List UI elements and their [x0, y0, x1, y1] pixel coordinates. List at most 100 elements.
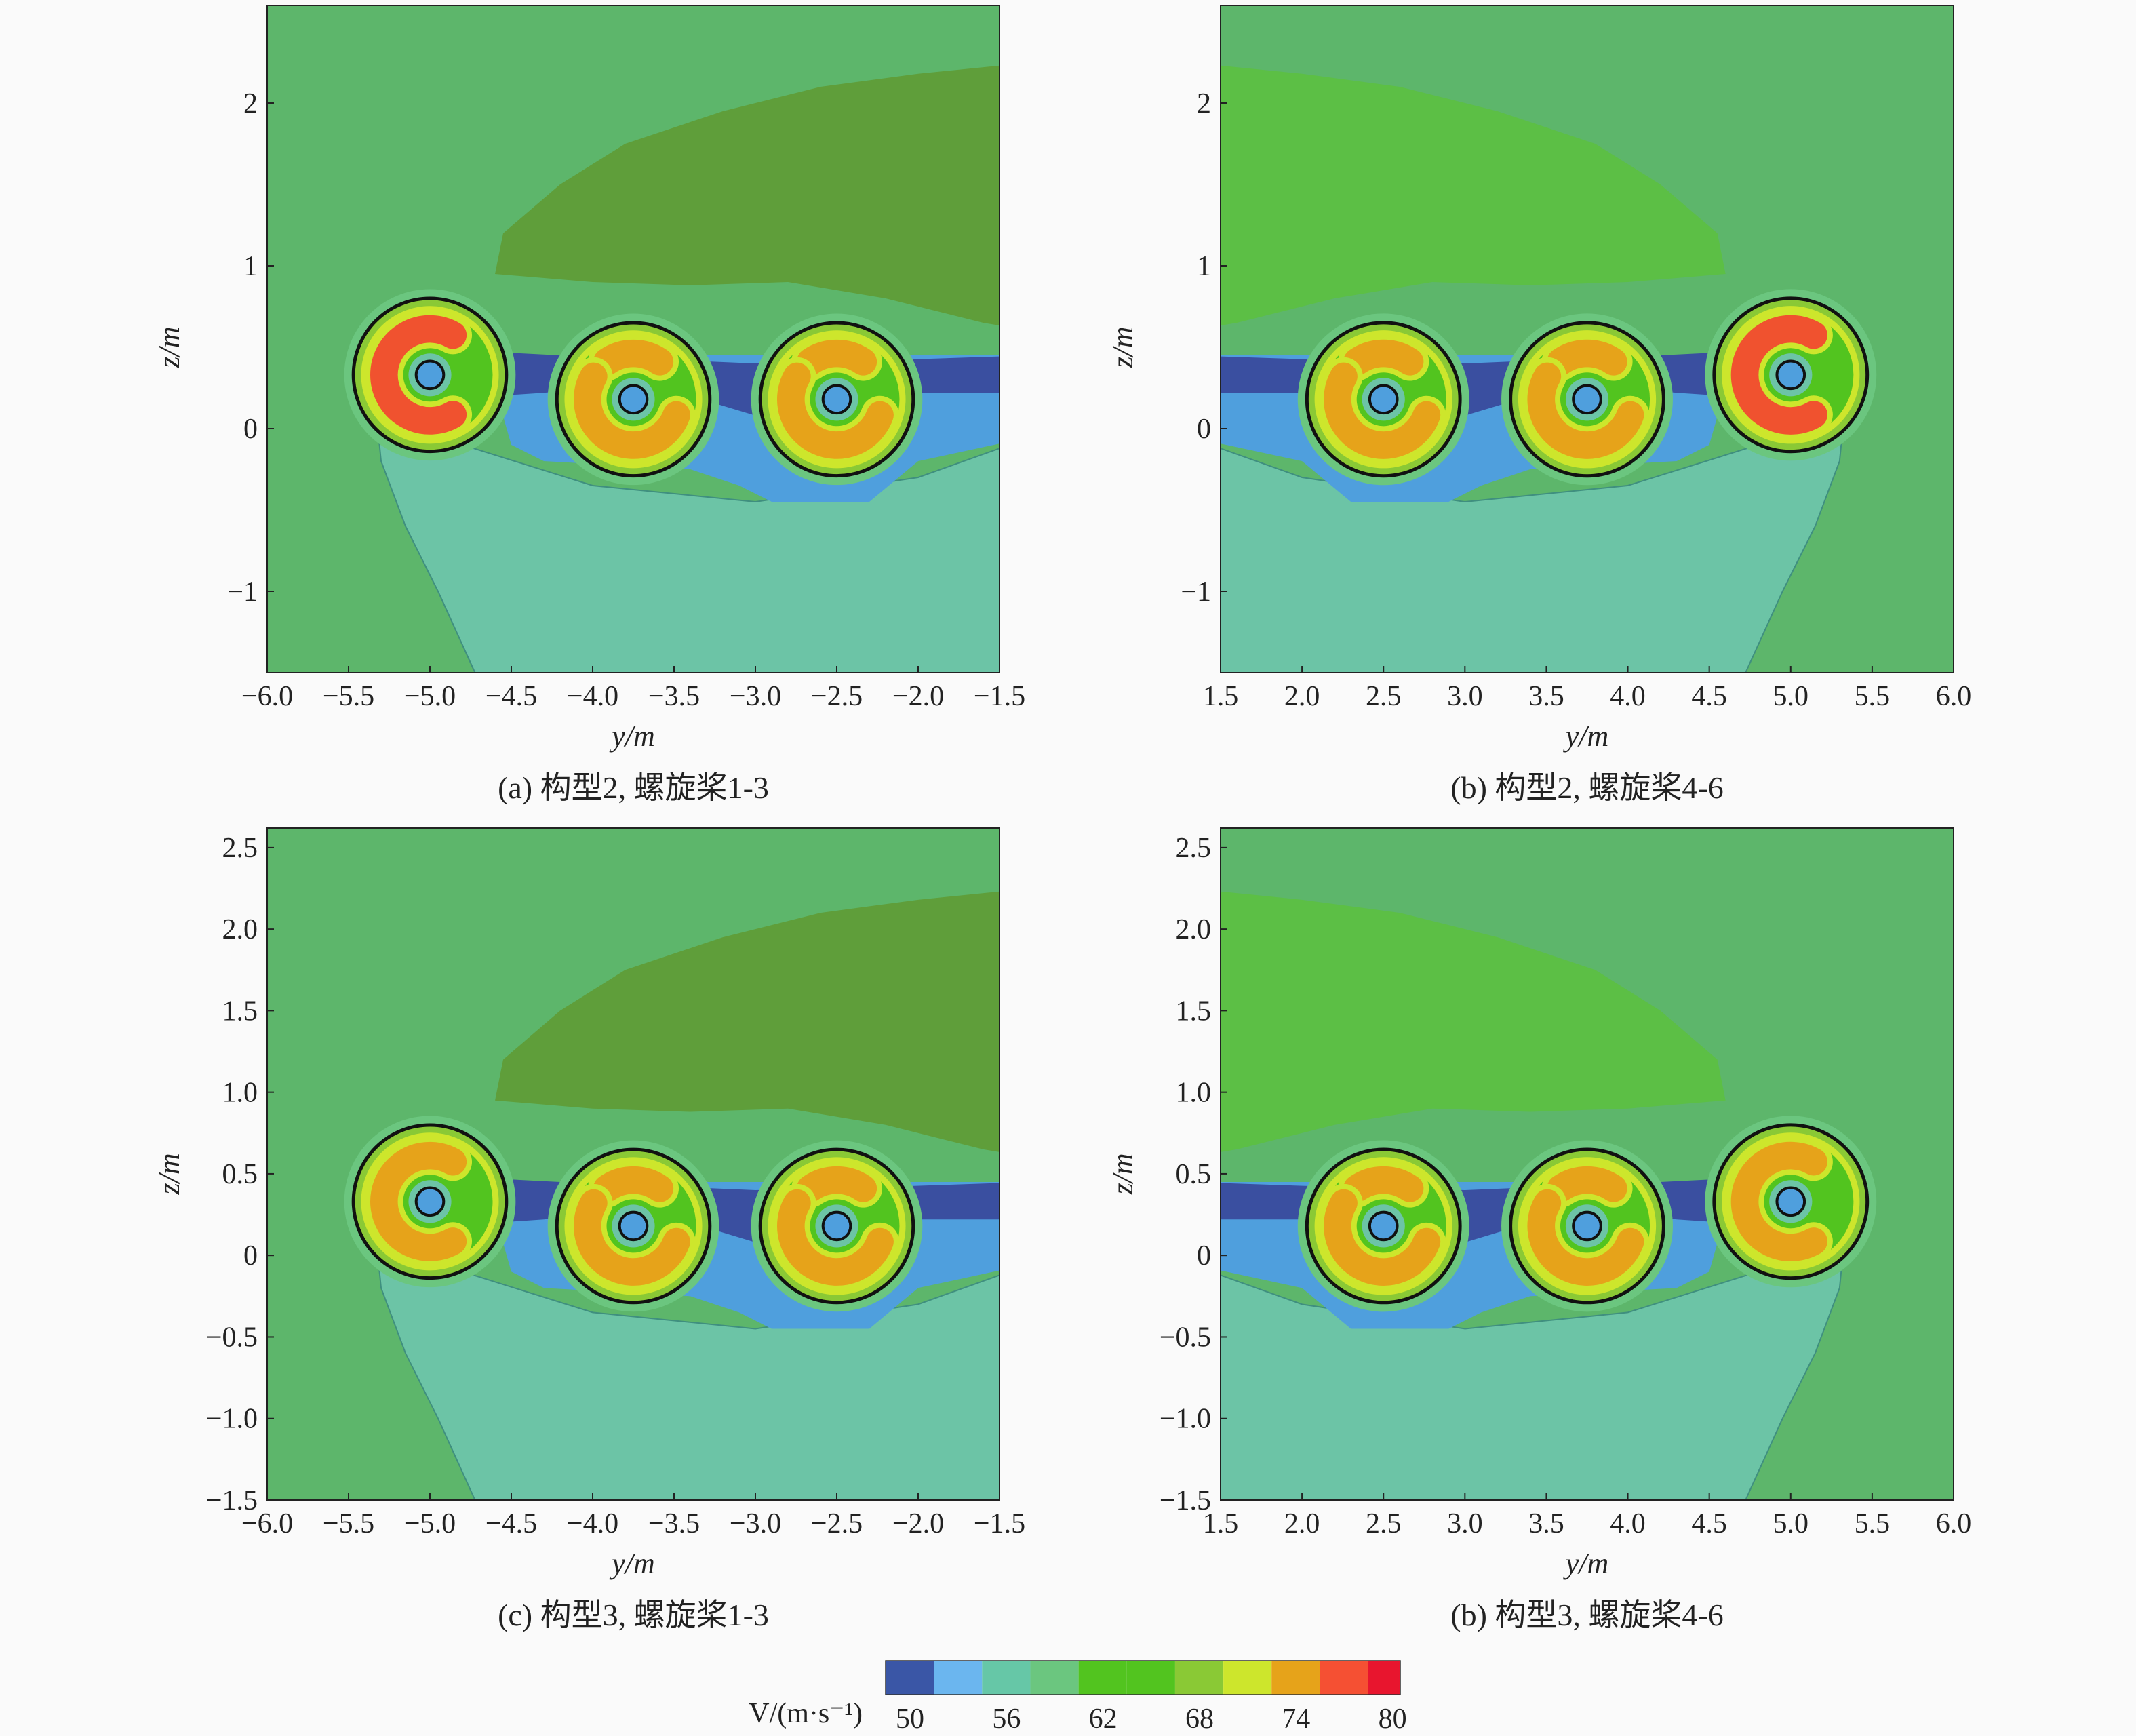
propeller-disk-2: [1501, 313, 1673, 486]
colorbar-tick-label: 62: [1089, 1703, 1118, 1735]
hub-circle: [821, 384, 852, 415]
propeller-disk-3: [1705, 1116, 1877, 1288]
y-tick-label: 0.5: [1176, 1159, 1212, 1190]
x-tick-label: 4.5: [1691, 1508, 1727, 1539]
propeller-outline: [1712, 296, 1870, 454]
plot-area: [267, 5, 1000, 673]
lower-region: [372, 1204, 1000, 1500]
peak-speed-band: [593, 1166, 674, 1202]
propeller-disk-2: [1501, 1140, 1673, 1312]
x-tick-label: 2.0: [1284, 1508, 1320, 1539]
y-tick-label: 2: [243, 88, 258, 119]
y-axis-label: z/m: [153, 1153, 186, 1195]
x-tick-label: −4.0: [567, 681, 618, 712]
hub-circle: [821, 1210, 852, 1242]
wake-region: [1221, 891, 1726, 1152]
x-tick-label: −5.0: [404, 1508, 456, 1539]
propeller-outline: [1305, 321, 1462, 478]
x-axis-label: y/m: [1563, 719, 1609, 753]
y-axis-label: z/m: [153, 326, 186, 368]
x-tick-label: −3.5: [648, 681, 700, 712]
hub-circle: [414, 359, 446, 391]
peak-speed-band: [370, 315, 467, 435]
propeller-outline: [1509, 321, 1665, 478]
propeller-disk-2: [547, 1140, 719, 1312]
colorbar-swatch: [982, 1661, 1031, 1695]
x-tick-label: 1.5: [1203, 1508, 1239, 1539]
y-tick-label: 0: [243, 1240, 258, 1271]
y-axis-label: z/m: [1106, 1153, 1139, 1195]
y-tick-label: 2.5: [1176, 833, 1212, 864]
propeller-disk-3: [751, 313, 923, 486]
y-tick-label: 0.5: [222, 1159, 258, 1190]
x-tick-label: 4.5: [1691, 681, 1727, 712]
propeller-disk-1: [1297, 1140, 1469, 1312]
wake-region: [1221, 65, 1726, 326]
propeller-disk-3: [751, 1140, 923, 1312]
hub-circle: [618, 384, 649, 415]
x-tick-label: −2.0: [892, 681, 944, 712]
x-tick-label: −3.0: [730, 681, 781, 712]
x-tick-label: 4.0: [1610, 681, 1646, 712]
propeller-outline: [1305, 1147, 1462, 1305]
lower-region: [1221, 378, 1849, 673]
x-tick-label: 3.5: [1528, 1508, 1564, 1539]
x-tick-label: −5.5: [323, 681, 374, 712]
y-tick-label: 2.0: [1176, 914, 1212, 945]
x-tick-label: 1.5: [1203, 681, 1239, 712]
colorbar-tick-label: 50: [896, 1703, 924, 1735]
panel-caption: (b) 构型2, 螺旋桨4-6: [1450, 770, 1723, 805]
colorbar-tick-label: 68: [1185, 1703, 1214, 1735]
peak-speed-band: [574, 362, 690, 459]
propeller-outline: [1509, 1147, 1665, 1305]
hub-circle: [1572, 1210, 1602, 1242]
y-axis-label: z/m: [1106, 326, 1139, 368]
y-tick-label: 2.5: [222, 833, 258, 864]
propeller-outline: [351, 1123, 509, 1280]
x-tick-label: 4.0: [1610, 1508, 1646, 1539]
peak-speed-band: [777, 362, 894, 459]
panel-caption: (c) 构型3, 螺旋桨1-3: [498, 1598, 769, 1632]
panel-b: 1.5 2.0 2.5 3.0 3.5 4.0 4.5 5.0 5.5 6.0 −1 0 1 2 y/m z/…: [1106, 5, 1971, 805]
plot-area: [1221, 5, 1954, 673]
plot-frame: [266, 5, 1000, 673]
peak-speed-band: [777, 1189, 894, 1286]
plot-frame: [266, 827, 1000, 1501]
peak-speed-band: [1324, 362, 1441, 459]
x-tick-label: 2.5: [1366, 681, 1402, 712]
y-tick-label: −1.0: [206, 1404, 258, 1435]
y-tick-label: 1: [1197, 251, 1211, 282]
panel-d: 1.5 2.0 2.5 3.0 3.5 4.0 4.5 5.0 5.5 6.0 −1.5 −1.0 −0…: [1106, 827, 1971, 1632]
peak-speed-band: [1324, 1189, 1441, 1286]
y-tick-label: 1.5: [1176, 995, 1212, 1027]
y-tick-label: 2: [1197, 88, 1211, 119]
colorbar: 50 56 62 68 74 80 V/(m·s⁻¹): [749, 1660, 1407, 1735]
x-tick-label: −5.0: [404, 681, 456, 712]
propeller-disk-3: [1705, 289, 1877, 461]
x-tick-label: 6.0: [1936, 681, 1972, 712]
x-axis-label: y/m: [1563, 1547, 1609, 1580]
colorbar-swatch: [1271, 1661, 1320, 1695]
propeller-disk-1: [344, 289, 516, 461]
propeller-disk-1: [344, 1116, 516, 1288]
colorbar-tick-label: 74: [1282, 1703, 1310, 1735]
y-tick-label: −1.5: [1160, 1485, 1211, 1516]
propeller-outline: [555, 321, 712, 478]
x-tick-label: −2.0: [892, 1508, 944, 1539]
x-tick-label: 5.5: [1855, 681, 1891, 712]
y-tick-label: 2.0: [222, 914, 258, 945]
y-tick-label: 0: [1197, 1240, 1211, 1271]
hub-circle: [1775, 1186, 1806, 1217]
peak-speed-band: [796, 1166, 877, 1202]
colorbar-swatch: [1030, 1661, 1079, 1695]
x-tick-label: −6.0: [241, 1508, 293, 1539]
y-tick-label: 1.0: [222, 1078, 258, 1109]
y-tick-label: −1: [227, 576, 258, 608]
colorbar-swatch: [1320, 1661, 1368, 1695]
y-tick-label: −0.5: [206, 1322, 258, 1353]
colorbar-swatch: [1126, 1661, 1175, 1695]
peak-speed-band: [796, 339, 877, 376]
hub-circle: [1368, 384, 1399, 415]
y-tick-label: 0: [243, 414, 258, 445]
